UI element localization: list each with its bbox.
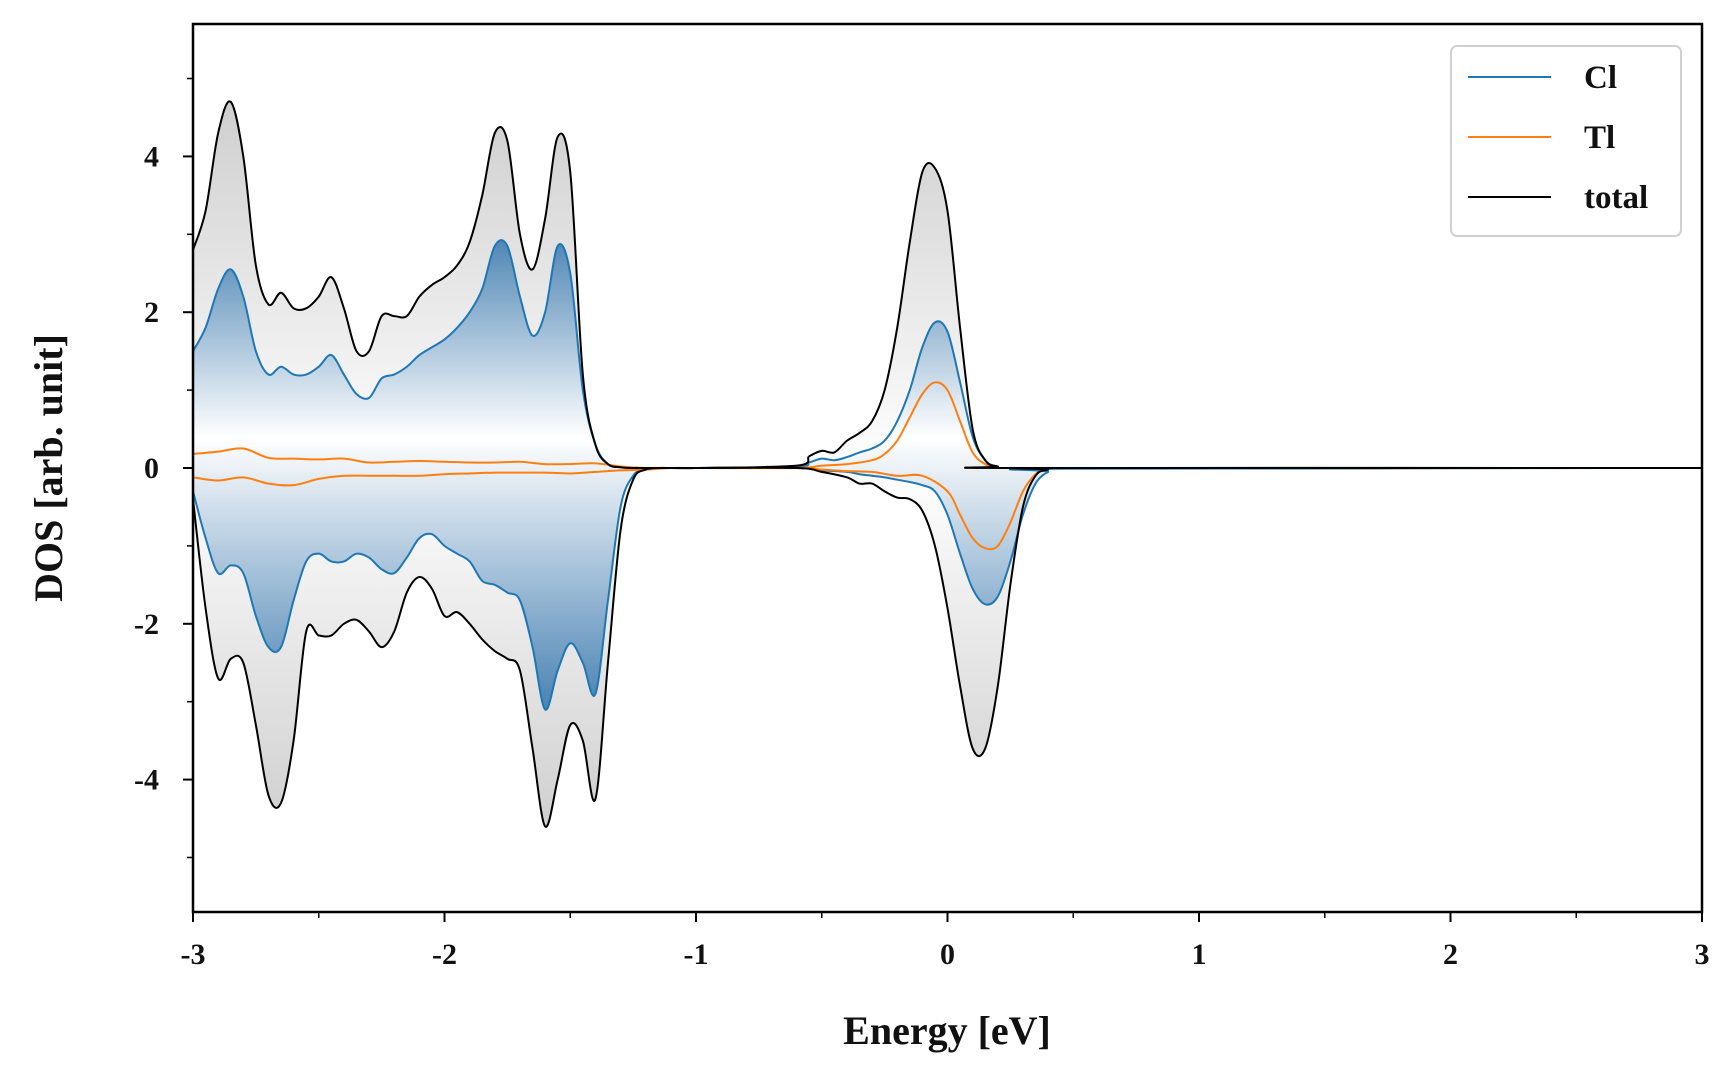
dos-fills <box>193 101 1702 827</box>
legend-label-total: total <box>1584 180 1648 216</box>
y-tick-label: -4 <box>134 764 159 797</box>
legend-label-tl: Tl <box>1584 120 1615 156</box>
x-tick-label: 2 <box>1443 938 1458 971</box>
legend-box <box>1450 45 1682 237</box>
legend-label-cl: Cl <box>1584 60 1617 96</box>
x-axis-ticks: -3 -2 -1 0 1 2 3 <box>181 912 1710 971</box>
y-axis-label: DOS [arb. unit] <box>26 334 71 602</box>
line-total-down <box>193 466 1702 828</box>
fill-cl-down <box>193 467 1702 710</box>
y-tick-label: 0 <box>144 452 159 485</box>
y-tick-label: 4 <box>144 140 159 173</box>
x-tick-label: 3 <box>1695 938 1710 971</box>
y-tick-label: -2 <box>134 608 159 641</box>
x-tick-label: 1 <box>1192 938 1207 971</box>
x-tick-label: -1 <box>684 938 709 971</box>
x-tick-label: -2 <box>432 938 457 971</box>
x-tick-label: 0 <box>940 938 955 971</box>
line-cl-up <box>193 239 1702 470</box>
line-cl-down <box>193 466 1702 711</box>
y-tick-label: 2 <box>144 296 159 329</box>
x-axis-label: Energy [eV] <box>843 1008 1051 1053</box>
legend: Cl Tl total <box>1450 45 1682 237</box>
dos-lines <box>193 100 1702 828</box>
y-axis-ticks: -4 -2 0 2 4 <box>134 77 193 859</box>
line-total-up <box>193 100 1702 470</box>
fill-cl-up <box>193 240 1702 469</box>
x-tick-label: -3 <box>181 938 206 971</box>
